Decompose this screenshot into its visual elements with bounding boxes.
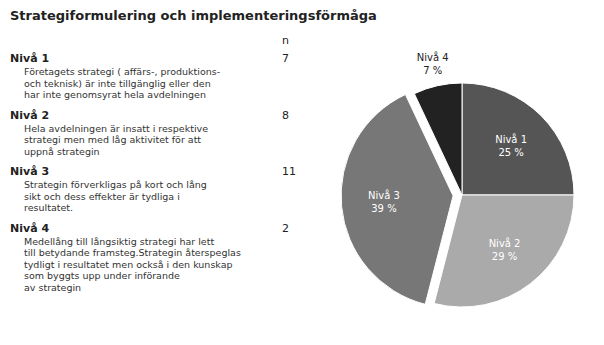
title: Strategiformulering och implementeringsf… bbox=[10, 8, 377, 23]
description-line: Hela avdelningen är insatt i respektive bbox=[24, 123, 208, 134]
slice-label: Nivå 4 bbox=[417, 51, 449, 63]
slice-value-label: 25 % bbox=[498, 147, 523, 158]
description-line: tydligt i resultatet men också i den kun… bbox=[24, 259, 233, 270]
level-header: Nivå 3 bbox=[10, 165, 49, 178]
description-line: sikt och dess effekter är tydliga i bbox=[24, 191, 180, 202]
level-count: 2 bbox=[282, 222, 289, 235]
slice-value-label: 39 % bbox=[371, 203, 396, 214]
chart-container: Strategiformulering och implementeringsf… bbox=[0, 0, 604, 345]
description-line: Företagets strategi ( affärs-, produktio… bbox=[24, 66, 220, 77]
level-description: Företagets strategi ( affärs-, produktio… bbox=[24, 66, 220, 100]
description-line: av strategin bbox=[24, 282, 81, 293]
description-line: som byggts upp under införande bbox=[24, 270, 180, 281]
level-header: Nivå 4 bbox=[10, 222, 49, 235]
level-description: Medellång till långsiktig strategi har l… bbox=[24, 236, 241, 293]
description-line: Strategin förverkligas på kort och lång bbox=[24, 179, 207, 190]
level-count: 7 bbox=[282, 52, 289, 65]
description-line: strategi men med låg aktivitet för att bbox=[24, 134, 201, 145]
pie bbox=[341, 83, 574, 307]
level-block: Nivå 2 8 Hela avdelningen är insatt i resp… bbox=[10, 109, 289, 157]
description-line: har inte genomsyrat hela avdelningen bbox=[24, 89, 206, 100]
description-line: uppnå strategin bbox=[24, 146, 100, 157]
slice-label: Nivå 2 bbox=[489, 237, 521, 249]
pie-slice bbox=[414, 83, 462, 195]
level-block: Nivå 3 11 Strategin förverkligas på kort o… bbox=[10, 165, 296, 213]
pie-labels: Nivå 1 25 % Nivå 2 29 % Nivå 3 39 % Nivå 4 7 % bbox=[368, 51, 527, 262]
background bbox=[0, 0, 604, 345]
level-count: 11 bbox=[282, 165, 296, 178]
pie-slice bbox=[434, 195, 574, 307]
chart: Strategiformulering och implementeringsf… bbox=[0, 0, 604, 345]
n-header: n bbox=[282, 34, 289, 47]
slice-label: Nivå 1 bbox=[495, 133, 527, 145]
pie-slice bbox=[462, 83, 574, 195]
description-line: Medellång till långsiktig strategi har l… bbox=[24, 236, 214, 247]
slice-label: Nivå 3 bbox=[368, 189, 400, 201]
description-line: till betydande framsteg.Strategin återsp… bbox=[24, 247, 241, 258]
level-block: Nivå 1 7 Företagets strategi ( affärs-, pr… bbox=[10, 52, 289, 100]
level-header: Nivå 1 bbox=[10, 52, 49, 65]
level-description: Hela avdelningen är insatt i respektives… bbox=[24, 123, 208, 157]
level-count: 8 bbox=[282, 109, 289, 122]
slice-value-label: 7 % bbox=[423, 65, 442, 76]
level-description: Strategin förverkligas på kort och långs… bbox=[24, 179, 207, 213]
level-block: Nivå 4 2 Medellång till långsiktig strateg… bbox=[10, 222, 289, 293]
slice-value-label: 29 % bbox=[492, 251, 517, 262]
level-header: Nivå 2 bbox=[10, 109, 49, 122]
description-line: och teknisk) är inte tillgänglig eller d… bbox=[24, 78, 211, 89]
description-line: resultatet. bbox=[24, 202, 73, 213]
